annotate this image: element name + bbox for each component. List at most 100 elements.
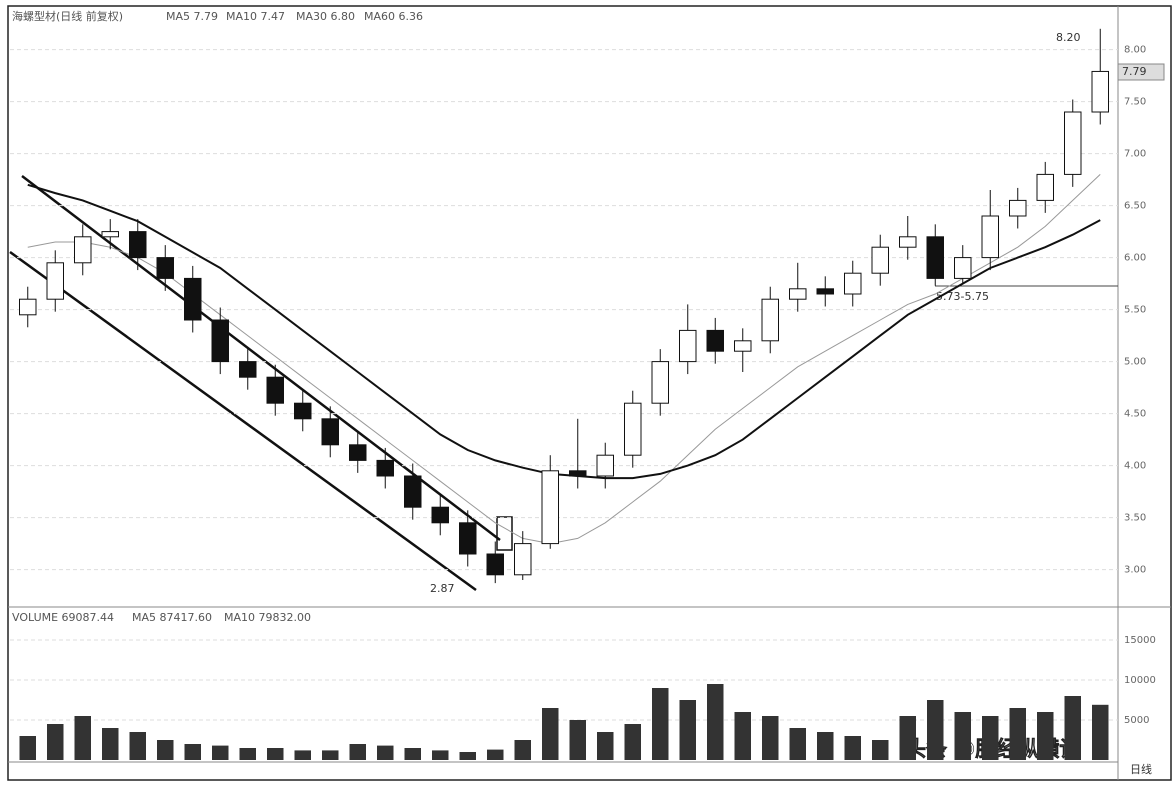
- volume-bar: [404, 748, 421, 760]
- volume-bar: [652, 688, 669, 760]
- candle-body: [871, 246, 889, 274]
- candle-body: [74, 236, 92, 264]
- ma-legend: MA30 6.80: [296, 10, 355, 23]
- volume-bar: [734, 712, 751, 760]
- candle-body: [294, 402, 312, 420]
- candle-body: [1009, 199, 1027, 217]
- candle-body: [19, 298, 37, 316]
- y-tick-label: 3.00: [1124, 565, 1146, 576]
- candle-body: [184, 277, 202, 321]
- volume-bar: [1092, 704, 1109, 760]
- ma-line: [27, 183, 1101, 480]
- volume-bar: [817, 732, 834, 760]
- volume-bar: [157, 740, 174, 760]
- volume-bar: [184, 744, 201, 760]
- volume-bar: [239, 748, 256, 760]
- candle-body: [596, 454, 614, 477]
- candle-body: [431, 506, 449, 524]
- candle-body: [129, 231, 147, 259]
- volume-bar: [597, 732, 614, 760]
- candle-body: [321, 418, 339, 446]
- ma-legend: MA60 6.36: [364, 10, 423, 23]
- channel-lower: [9, 250, 477, 592]
- volume-bar: [927, 700, 944, 760]
- candle-body: [349, 444, 367, 461]
- annotation: 8.20: [1056, 31, 1081, 44]
- volume-bar: [322, 750, 339, 760]
- candle-body: [569, 470, 587, 477]
- volume-bar: [872, 740, 889, 760]
- candle-body: [514, 543, 532, 576]
- candle-body: [954, 257, 972, 279]
- annotation: 2.87: [430, 582, 455, 595]
- volume-bar: [212, 745, 229, 760]
- breakout-box: [496, 516, 513, 551]
- volume-bar: [624, 724, 641, 760]
- candle-body: [156, 257, 174, 279]
- y-tick-label: 3.50: [1124, 513, 1146, 524]
- volume-bar: [844, 736, 861, 760]
- candle-body: [816, 288, 834, 295]
- volume-bar: [349, 744, 366, 760]
- candle-body: [1036, 173, 1054, 201]
- volume-bar: [1037, 712, 1054, 760]
- volume-bar: [789, 728, 806, 760]
- volume-legend: VOLUME 69087.44: [12, 611, 114, 624]
- y-tick-label: 5.00: [1124, 357, 1146, 368]
- y-tick-label: 5.50: [1124, 305, 1146, 316]
- ma-legend: MA10 7.47: [226, 10, 285, 23]
- volume-bar: [377, 745, 394, 760]
- y-tick-label: 5000: [1124, 715, 1149, 726]
- chart-title: 海螺型材(日线 前复权): [12, 9, 123, 23]
- volume-bar: [762, 716, 779, 760]
- candle-body: [926, 236, 944, 279]
- y-tick-label: 15000: [1124, 635, 1156, 646]
- candle-body: [789, 288, 807, 300]
- candle-body: [46, 262, 64, 300]
- volume-bar: [679, 700, 696, 760]
- candle-body: [266, 376, 284, 404]
- period-label: 日线: [1130, 762, 1152, 776]
- candle-body: [486, 553, 504, 576]
- volume-bar: [459, 752, 476, 760]
- volume-bar: [74, 716, 91, 760]
- y-tick-label: 6.00: [1124, 253, 1146, 264]
- y-tick-label: 6.50: [1124, 201, 1146, 212]
- candle-body: [459, 522, 477, 555]
- candle-body: [376, 459, 394, 477]
- last-price-box: [1117, 63, 1165, 81]
- volume-bar: [569, 720, 586, 760]
- candle-body: [541, 470, 559, 545]
- ma-legend: MA5 7.79: [166, 10, 218, 23]
- volume-bar: [707, 684, 724, 760]
- y-tick-label: 8.00: [1124, 45, 1146, 56]
- volume-bar: [899, 716, 916, 760]
- volume-bar: [954, 712, 971, 760]
- candle-body: [239, 361, 257, 378]
- volume-bar: [982, 716, 999, 760]
- annotation: 5.73-5.75: [936, 290, 989, 303]
- candle-body: [651, 361, 669, 404]
- candle-body: [734, 340, 752, 352]
- y-tick-label: 4.50: [1124, 409, 1146, 420]
- volume-legend: MA10 79832.00: [224, 611, 311, 624]
- frame: [7, 5, 1172, 781]
- candle-body: [624, 402, 642, 456]
- candle-body: [1091, 70, 1109, 113]
- volume-bar: [1009, 708, 1026, 760]
- volume-bar: [267, 748, 284, 760]
- volume-bar: [47, 724, 64, 760]
- y-tick-label: 7.50: [1124, 97, 1146, 108]
- volume-bar: [1064, 696, 1081, 760]
- candle-body: [899, 236, 917, 248]
- y-tick-label: 10000: [1124, 675, 1156, 686]
- y-tick-label: 4.00: [1124, 461, 1146, 472]
- ma-line: [27, 174, 1101, 545]
- candle-body: [404, 475, 422, 508]
- candle-body: [679, 329, 697, 363]
- volume-bar: [294, 750, 311, 760]
- candle-body: [211, 319, 229, 363]
- volume-bar: [102, 728, 119, 760]
- candle-body: [1064, 111, 1082, 175]
- candle-body: [981, 215, 999, 259]
